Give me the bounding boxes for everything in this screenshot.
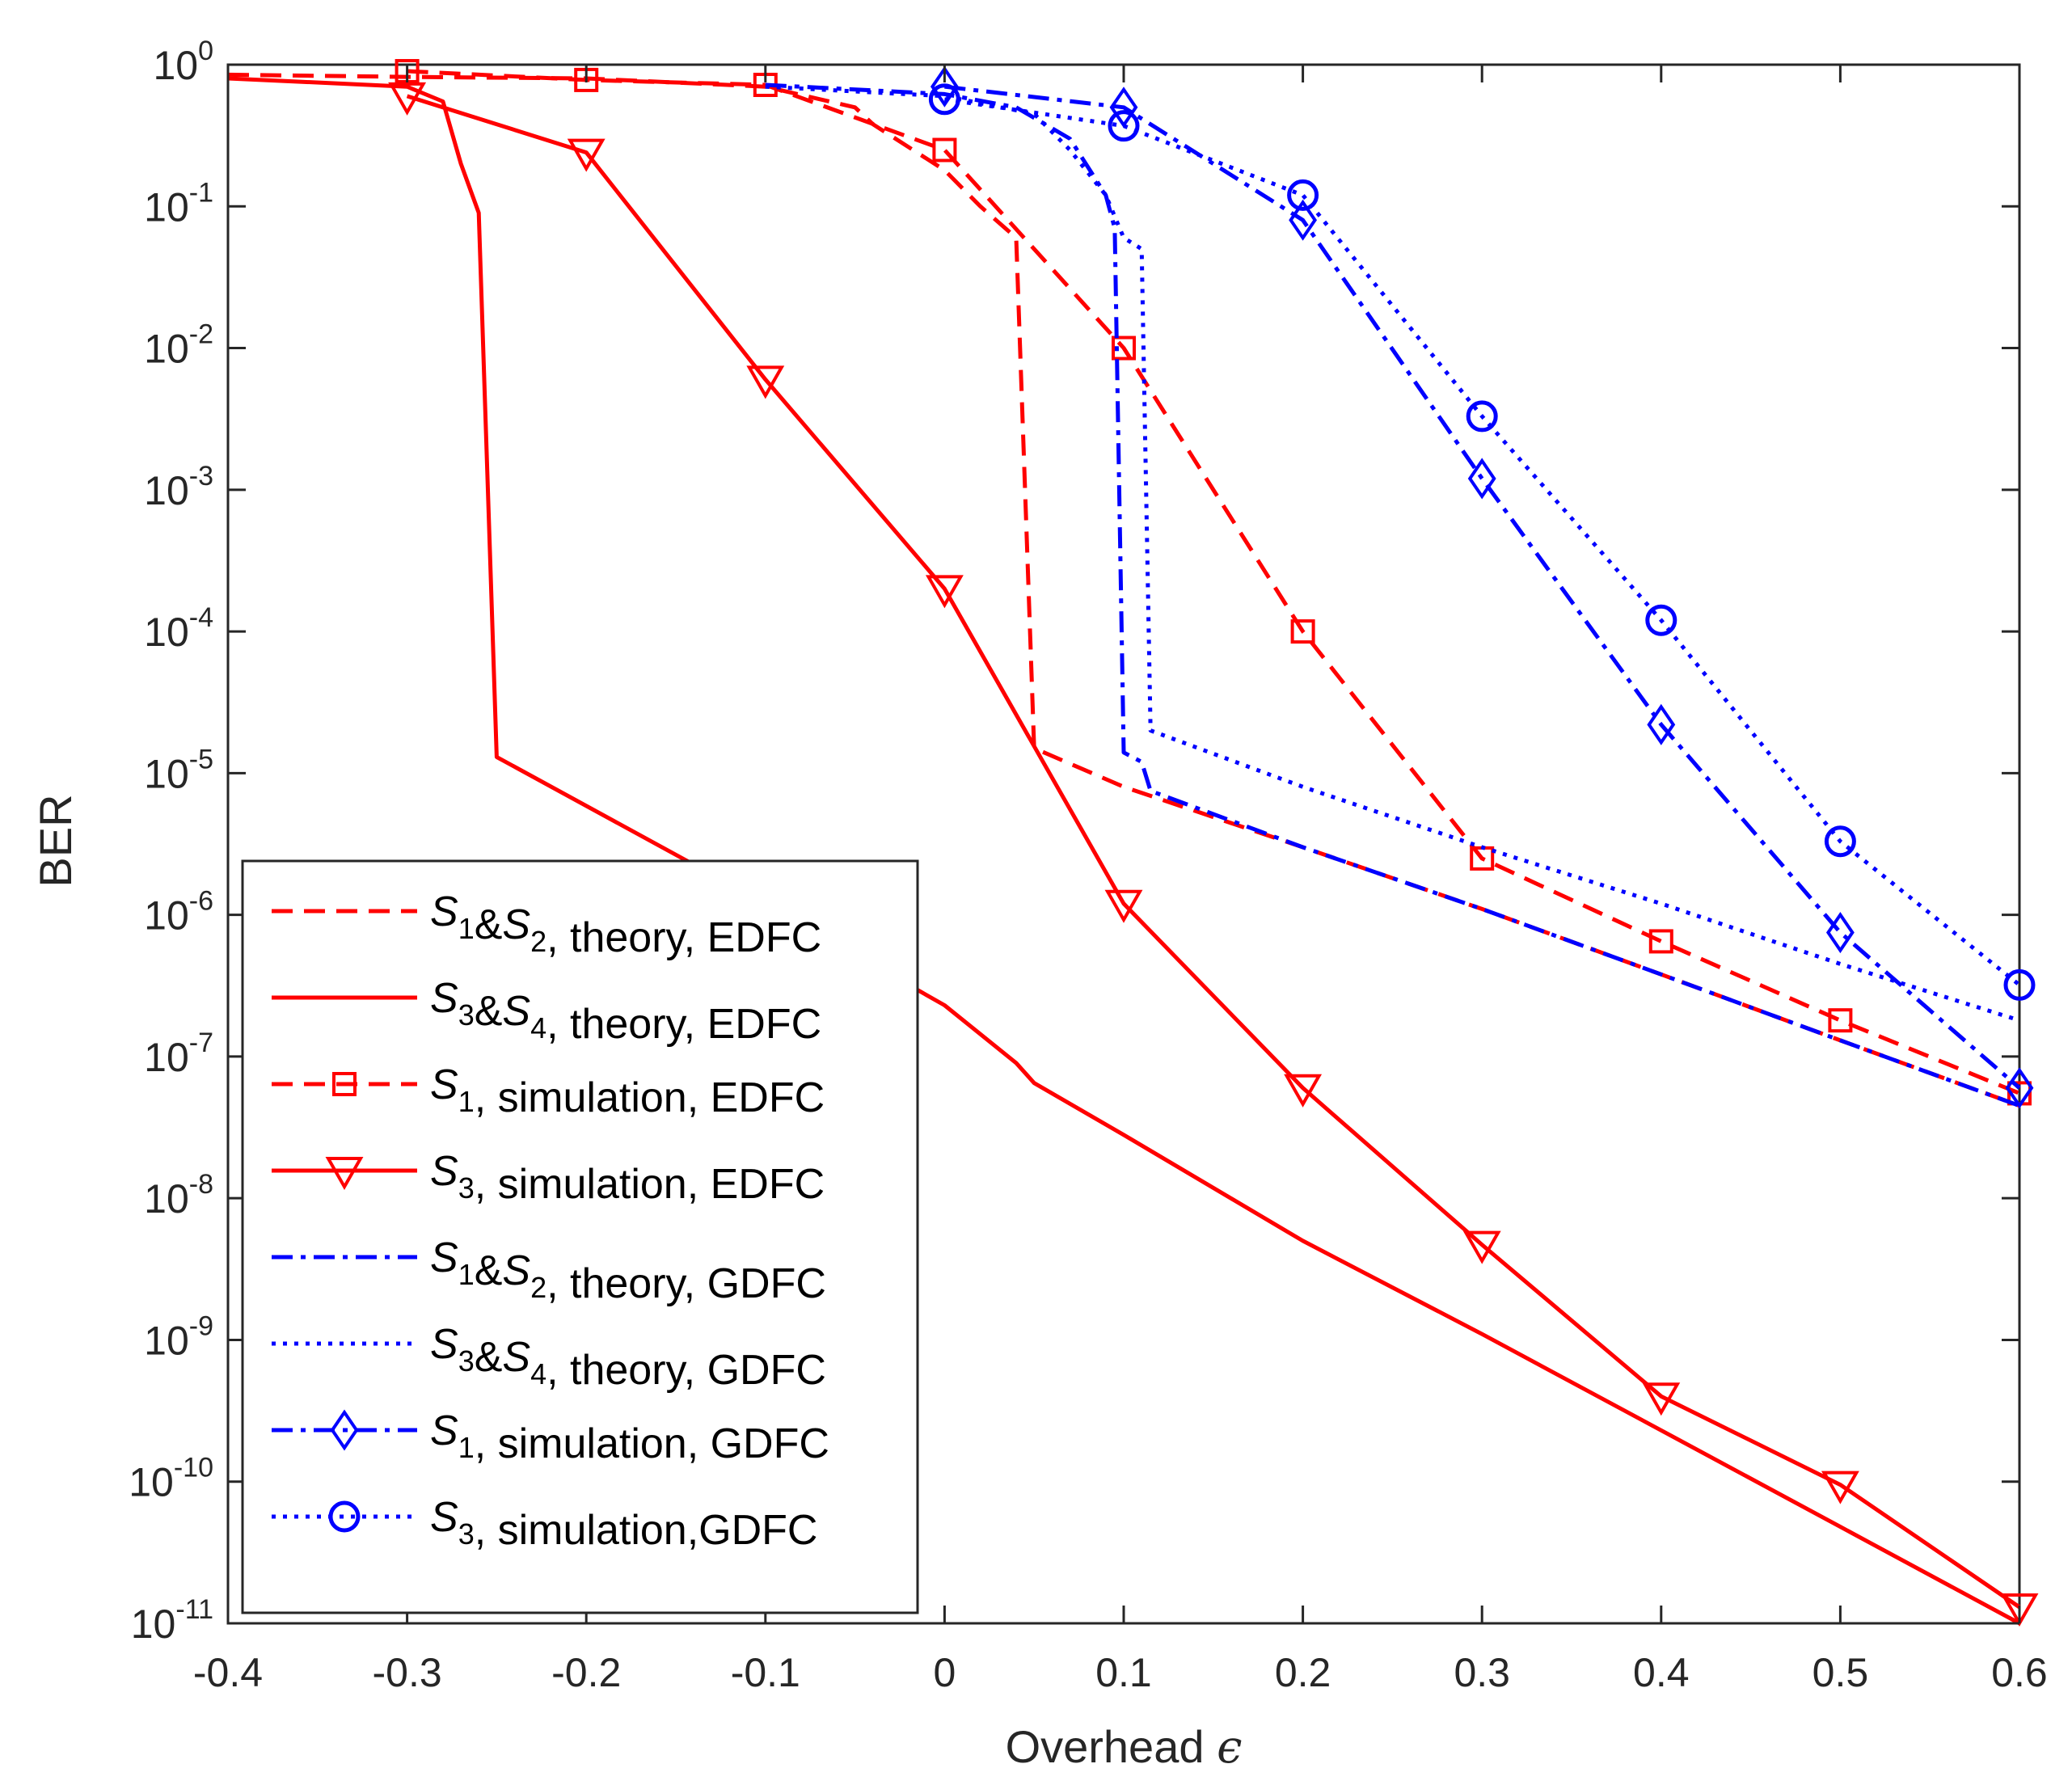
data-point [1462, 1230, 1501, 1264]
legend-item: S1, simulation, EDFC [272, 1061, 825, 1121]
legend-box [241, 859, 919, 1614]
x-axis-label-symbol: ϵ [1217, 1721, 1242, 1774]
data-point [1648, 929, 1673, 954]
x-axis-label: Overhead ϵ [1006, 1721, 1243, 1774]
y-tick-label: 10-3 [144, 461, 213, 513]
x-tick-label: 0.1 [1095, 1650, 1152, 1695]
data-point [1109, 87, 1138, 129]
legend-label: S1, simulation, EDFC [430, 1061, 825, 1121]
legend-item: S3, simulation,GDFC [272, 1494, 817, 1554]
legend-item: S1&S2, theory, GDFC [272, 1234, 826, 1307]
y-tick-label: 10-4 [144, 602, 213, 655]
data-point [567, 138, 606, 172]
series-line [407, 69, 2020, 1095]
legend: S1&S2, theory, EDFC S3&S4, theory, EDFC S1… [241, 859, 919, 1614]
x-axis-label-text: Overhead [1006, 1721, 1205, 1772]
series-line [944, 97, 2021, 987]
data-point [2000, 1593, 2039, 1627]
x-tick-label: -0.2 [551, 1650, 621, 1695]
legend-item: S1&S2, theory, EDFC [272, 888, 821, 961]
legend-label: S1&S2, theory, GDFC [430, 1234, 826, 1307]
x-tick-label: 0.3 [1454, 1650, 1510, 1695]
data-point [388, 82, 427, 116]
x-tick-label: 0.4 [1633, 1650, 1690, 1695]
y-tick-label: 10-7 [144, 1028, 213, 1080]
x-axis: -0.4 -0.3 -0.2 -0.1 0 0.1 0.2 0.3 0.4 0.5 0.6 [193, 65, 2048, 1695]
data-point [1824, 825, 1856, 858]
data-point [1821, 1471, 1859, 1504]
series-7 [930, 65, 2034, 1109]
y-tick-label: 10-11 [131, 1594, 213, 1647]
series-line [227, 76, 2021, 1626]
series-4 [388, 82, 2039, 1627]
data-point [1642, 1382, 1681, 1416]
y-tick-label: 10-8 [144, 1169, 213, 1222]
x-tick-label: -0.3 [373, 1650, 442, 1695]
y-axis: 100 10-1 10-2 10-3 10-4 10-5 10-6 10-7 10-8 10-9 1… [129, 36, 2019, 1647]
legend-item: S1, simulation, GDFC [272, 1407, 829, 1467]
data-point [932, 137, 957, 162]
data-point [1825, 911, 1855, 954]
y-tick-label: 10-9 [144, 1310, 213, 1363]
data-point [2005, 1067, 2034, 1109]
x-tick-label: -0.1 [731, 1650, 800, 1695]
legend-label: S1&S2, theory, EDFC [430, 888, 821, 961]
legend-label: S3, simulation,GDFC [430, 1494, 817, 1554]
legend-item: S3, simulation, EDFC [272, 1148, 825, 1208]
legend-label: S3, simulation, EDFC [430, 1148, 825, 1208]
series-line [944, 84, 2021, 1090]
data-point [2003, 968, 2036, 1001]
legend-marker [332, 1072, 357, 1096]
data-point [1104, 889, 1143, 923]
x-tick-label: 0 [933, 1650, 956, 1695]
data-point [1466, 400, 1498, 433]
y-tick-label: 10-10 [129, 1453, 213, 1505]
data-point [1284, 1074, 1323, 1108]
legend-label: S1, simulation, GDFC [430, 1407, 829, 1467]
x-tick-label: 0.2 [1275, 1650, 1331, 1695]
legend-label: S3&S4, theory, EDFC [430, 975, 821, 1048]
x-tick-label: 0.6 [1991, 1650, 2048, 1695]
legend-item: S3&S4, theory, GDFC [272, 1321, 826, 1394]
legend-marker [325, 1157, 364, 1191]
data-point [1287, 179, 1319, 211]
data-point [1647, 703, 1676, 745]
y-axis-label: BER [30, 794, 81, 887]
y-tick-label: 10-5 [144, 744, 213, 796]
data-point [1645, 604, 1677, 636]
series-line [406, 94, 2021, 1610]
data-point [930, 65, 959, 108]
y-tick-label: 10-2 [144, 319, 213, 372]
data-point [1289, 199, 1318, 241]
data-point [1108, 110, 1140, 142]
y-tick-label: 10-6 [144, 886, 213, 939]
legend-marker [330, 1409, 359, 1451]
data-point [925, 575, 964, 609]
data-point [1828, 1008, 1853, 1033]
data-point [746, 365, 785, 399]
y-tick-label: 10-1 [144, 177, 213, 230]
x-tick-label: -0.4 [193, 1650, 263, 1695]
series-8 [928, 83, 2036, 1001]
legend-item: S3&S4, theory, EDFC [272, 975, 821, 1048]
data-point [1290, 619, 1315, 644]
series-2 [227, 76, 2021, 1626]
legend-marker [328, 1500, 361, 1533]
y-tick-label: 100 [153, 36, 213, 88]
data-point [928, 83, 960, 116]
legend-label: S3&S4, theory, GDFC [430, 1321, 826, 1394]
x-tick-label: 0.5 [1812, 1650, 1869, 1695]
data-point [1467, 458, 1496, 500]
data-point [1112, 335, 1136, 361]
